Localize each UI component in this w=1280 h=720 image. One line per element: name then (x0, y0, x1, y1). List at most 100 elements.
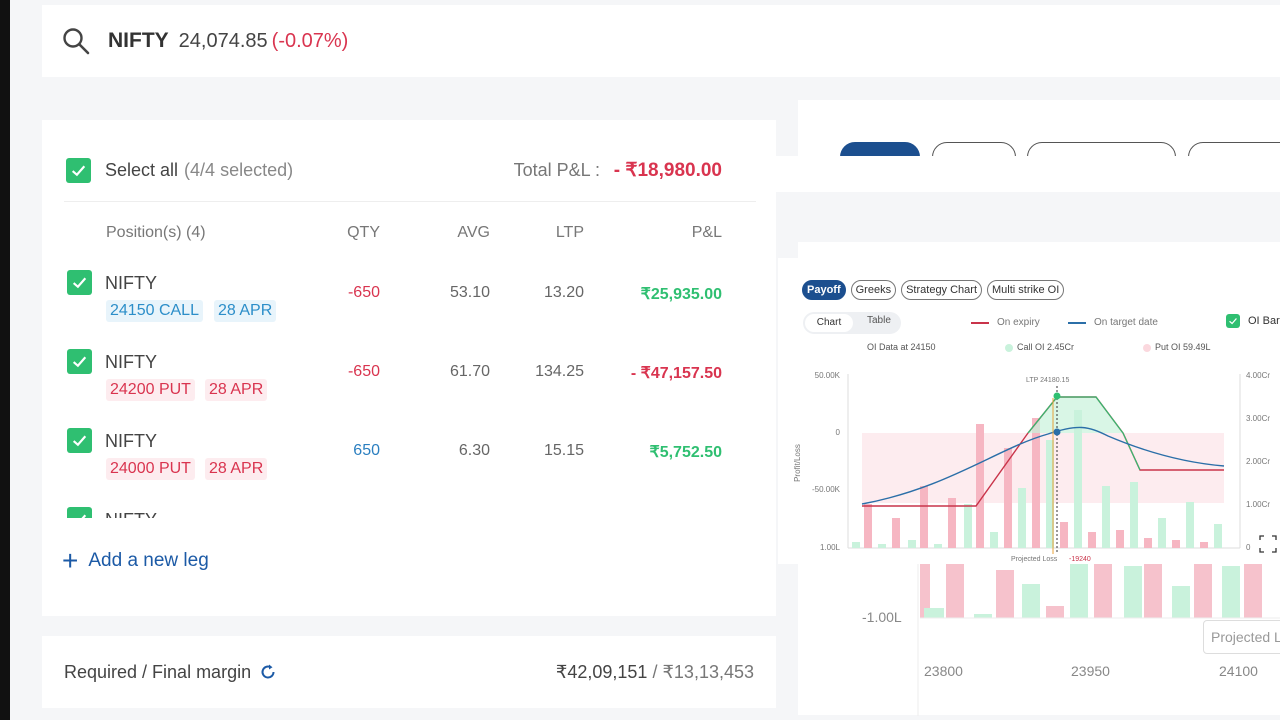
legend-expiry-swatch (971, 321, 989, 324)
instrument-symbol: NIFTY (108, 29, 169, 52)
expiry-profit-segment (1027, 396, 1141, 471)
projected-tooltip: Projected L (1203, 620, 1280, 654)
bar (946, 564, 964, 618)
toggle-table[interactable]: Table (867, 315, 891, 326)
call-oi-bar (1102, 486, 1110, 548)
left-edge (0, 0, 10, 720)
tab-greeks[interactable]: Greeks (850, 280, 897, 300)
search-icon[interactable] (62, 27, 90, 55)
bar (1144, 564, 1162, 618)
bar (1244, 564, 1262, 618)
legend-target-label: On target date (1094, 317, 1158, 328)
position-row: NIFTY 24000 PUT 28 APR 650 6.30 15.15 ₹5… (42, 422, 776, 492)
col-header-pnl: P&L (691, 224, 722, 241)
position-qty: -650 (347, 363, 380, 380)
bar (1046, 606, 1064, 618)
y-right-tick: 3.00Cr (1246, 414, 1270, 423)
position-ltp: 15.15 (543, 442, 584, 459)
select-all-label[interactable]: Select all (105, 159, 179, 180)
bar (1094, 564, 1112, 618)
enlarged-y-tick: -1.00L (862, 609, 902, 625)
oi-bars-checkbox[interactable] (1226, 314, 1240, 328)
select-all-row: Select all (4/4 selected) Total P&L : - … (66, 156, 776, 184)
bar (1070, 564, 1088, 618)
y-right-tick: 1.00Cr (1246, 500, 1270, 509)
call-oi-info: Call OI 2.45Cr (1005, 342, 1074, 352)
projected-loss-label: Projected Loss (1011, 556, 1058, 563)
oi-bars-label: OI Bar (1248, 315, 1280, 327)
position-row: NIFTY 24200 PUT 28 APR -650 61.70 134.25… (42, 343, 776, 413)
put-oi-dot (1143, 343, 1151, 352)
bar (1172, 586, 1190, 618)
bar (996, 570, 1014, 618)
put-oi-bar (1172, 540, 1180, 548)
position-name: NIFTY (105, 352, 157, 372)
tab-strategy-chart[interactable]: Strategy Chart (901, 280, 983, 300)
final-margin: ₹13,13,453 (662, 661, 754, 682)
call-oi-bar (1214, 524, 1222, 548)
call-oi-bar (908, 540, 916, 548)
position-checkbox[interactable] (67, 349, 92, 374)
legend-expiry-label: On expiry (997, 317, 1040, 328)
tab-multi-strike-oi[interactable]: Multi strike OI (987, 280, 1065, 300)
projected-loss-value: -19240 (1069, 556, 1091, 563)
position-checkbox[interactable] (67, 270, 92, 295)
put-oi-bar (1144, 538, 1152, 548)
put-oi-bar (948, 498, 956, 548)
check-icon (72, 435, 87, 447)
put-oi-bar (1032, 418, 1040, 548)
position-name: NIFTY (105, 273, 157, 293)
call-oi-bar (1158, 518, 1166, 548)
put-oi-bar (1116, 530, 1124, 548)
add-leg-button[interactable]: + Add a new leg (62, 545, 209, 576)
refresh-icon[interactable] (259, 663, 277, 681)
call-oi-bar (1018, 488, 1026, 548)
position-pnl: ₹25,935.00 (640, 286, 722, 303)
strike-tag: 24000 PUT (106, 458, 195, 480)
position-avg: 6.30 (458, 442, 490, 459)
expiry-tag: 28 APR (205, 379, 268, 401)
margin-label: Required / Final margin (64, 661, 252, 682)
projected-tooltip-label: Projected L (1211, 629, 1280, 645)
chart-table-toggle[interactable]: Chart Table (803, 312, 901, 334)
put-oi-info: Put OI 59.49L (1143, 342, 1211, 352)
check-icon (72, 356, 87, 368)
profit-region (1028, 397, 1123, 433)
enlarged-x-tick: 23800 (924, 663, 963, 679)
col-header-position: Position(s) (4) (106, 224, 206, 241)
expand-icon[interactable] (1259, 535, 1277, 553)
instrument-price: 24,074.85 (178, 29, 268, 52)
col-header-avg: AVG (457, 224, 490, 241)
enlarged-oi-chart: -1.00L 23800 23950 24100 (862, 564, 1280, 716)
call-oi-bar (1046, 440, 1054, 548)
target-date-line (861, 426, 1225, 505)
bar (974, 614, 992, 618)
strike-tag: 24150 CALL (106, 300, 203, 322)
search-bar[interactable]: NIFTY 24,074.85 (-0.07%) (42, 5, 1280, 77)
call-oi-dot (1005, 343, 1013, 352)
enlarged-oi-bars (920, 564, 1262, 618)
position-qty: -650 (347, 284, 380, 301)
position-checkbox[interactable] (67, 428, 92, 453)
position-avg: 53.10 (449, 284, 490, 301)
call-oi-bar (990, 532, 998, 548)
margin-panel: Required / Final margin ₹42,09,151 / ₹13… (42, 636, 776, 708)
overlay-gap (756, 192, 1280, 242)
y-right-tick: 2.00Cr (1246, 457, 1270, 466)
select-all-checkbox[interactable] (66, 157, 91, 183)
plus-icon: + (62, 545, 79, 576)
put-oi-bar (920, 486, 928, 548)
call-oi-bar (1074, 410, 1082, 548)
y-right-tick: 4.00Cr (1246, 371, 1270, 380)
tab-payoff[interactable]: Payoff (802, 280, 846, 300)
toggle-chart[interactable]: Chart (805, 314, 853, 332)
oi-bars-toggle[interactable]: OI Bar (1226, 314, 1280, 328)
call-oi-bar (878, 544, 886, 548)
expiry-tag: 28 APR (205, 458, 268, 480)
enlarged-x-tick: 23950 (1071, 663, 1110, 679)
position-pnl: ₹5,752.50 (649, 444, 722, 461)
payoff-plot[interactable]: 50.00K 0 -50.00K 1.00L 4.00Cr 3.00Cr 2.0… (778, 358, 1280, 564)
check-icon (71, 165, 86, 176)
legend-target: On target date (1068, 317, 1158, 328)
call-oi-label: Call OI (1017, 342, 1045, 352)
